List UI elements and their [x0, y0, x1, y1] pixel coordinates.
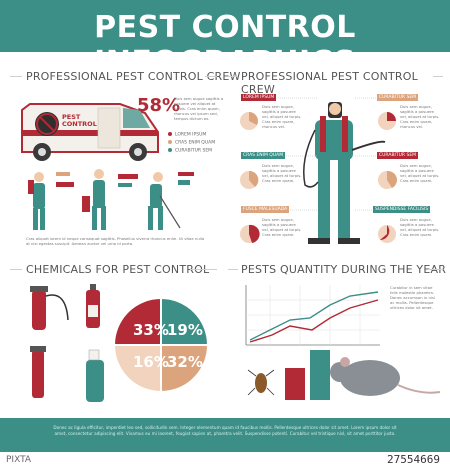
quantity-text: Curabitur in sem vitae felis molestie ph… [390, 285, 435, 310]
label-suspendisse: SUSPENDISSE FACILISIS [373, 206, 431, 213]
right-text: Duis sem augue, sagittis a posuere vel, … [400, 163, 440, 183]
footer-band: Donec ac ligula efficitur, imperdiet leo… [0, 418, 450, 452]
section-title-quantity: PESTS QUANTITY DURING THE YEAR [241, 263, 447, 276]
quantity-chart-axes [245, 285, 380, 346]
label-fusce: FUSCE MALESUADA [241, 206, 290, 213]
van-illustration [21, 103, 159, 161]
section-rule [205, 76, 217, 77]
section-rule [190, 269, 217, 270]
pie-slice-label: 33% [133, 321, 169, 339]
legend-swatch [168, 148, 172, 152]
header-banner: PEST CONTROL INFOGRAPHICS [0, 0, 450, 80]
watermark-id: 27554669 [387, 453, 440, 466]
right-text: Duis sem augue, sagittis a posuere vel, … [400, 104, 440, 129]
page-title: PEST CONTROL INFOGRAPHICS [94, 10, 356, 80]
right-text: Duis sem augue, sagittis a posuere vel, … [400, 217, 440, 237]
legend-swatch [168, 140, 172, 144]
section-rule [228, 269, 238, 270]
label-lorem: LOREM IPSUM [241, 94, 277, 101]
pie-slice-label: 19% [167, 321, 203, 339]
footer-text: Donec ac ligula efficitur, imperdiet leo… [53, 425, 397, 436]
legend-label: LOREM IPSUM [175, 132, 207, 138]
section-rule [10, 269, 22, 270]
pie-slice [112, 344, 162, 394]
section-rule [428, 269, 443, 270]
right-mini-pies [240, 112, 397, 243]
right-text: Duis sem augue, sagittis a posuere vel, … [262, 163, 302, 183]
pie-slice [160, 344, 210, 394]
van-door-text: PEST CONTROL [62, 114, 97, 128]
label-cras: CRAS ENIM QUAM [241, 152, 286, 159]
legend-item: LOREM IPSUM [168, 132, 206, 138]
crew-percent: 58% [137, 95, 181, 116]
crew-para-bottom: Cras aliquet lorem id neque consequat sa… [26, 236, 205, 246]
legend-item: CRAS ENIM QUAM [168, 140, 215, 146]
section-title-crew-right: PROFESSIONAL PEST CONTROL CREW [241, 70, 418, 96]
legend-label: CURABITUR SEM [175, 148, 213, 154]
watermark-logo: PIXTA [6, 455, 32, 465]
pie-slice [112, 296, 162, 346]
section-rule [228, 76, 238, 77]
bar-2 [310, 350, 330, 400]
chemicals-pie [112, 296, 210, 394]
legend-swatch [168, 132, 172, 136]
legend-label: CRAS ENIM QUAM [175, 140, 216, 146]
van-text-line: CONTROL [62, 120, 97, 128]
rat-icon [330, 357, 441, 396]
pie-slice-label: 32% [167, 353, 203, 371]
legend-item: CURABITUR SEM [168, 148, 212, 154]
watermark-bar [0, 452, 450, 469]
section-rule [433, 76, 443, 77]
right-text: Duis sem augue, sagittis a posuere vel, … [262, 217, 302, 237]
label-curabitur: CURABITUR SEM [377, 94, 419, 101]
worker-illustration [303, 102, 386, 244]
right-text: Duis sem augue, sagittis a posuere vel, … [262, 104, 302, 129]
cockroach-icon [247, 369, 275, 396]
section-rule [10, 76, 22, 77]
label-curabitur-2: CURABITUR SEM [377, 152, 419, 159]
crew-para: Duis sem augue sagittis a posuere vel al… [174, 96, 224, 121]
section-title-crew-left: PROFESSIONAL PEST CONTROL CREW [26, 70, 241, 83]
section-title-chemicals: CHEMICALS FOR PEST CONTROL [26, 263, 210, 276]
van-text-line: PEST [62, 113, 81, 121]
pie-slice [160, 296, 210, 346]
pie-slice-label: 16% [133, 353, 169, 371]
chemical-sprayers [30, 284, 104, 402]
bar-1 [285, 368, 305, 400]
